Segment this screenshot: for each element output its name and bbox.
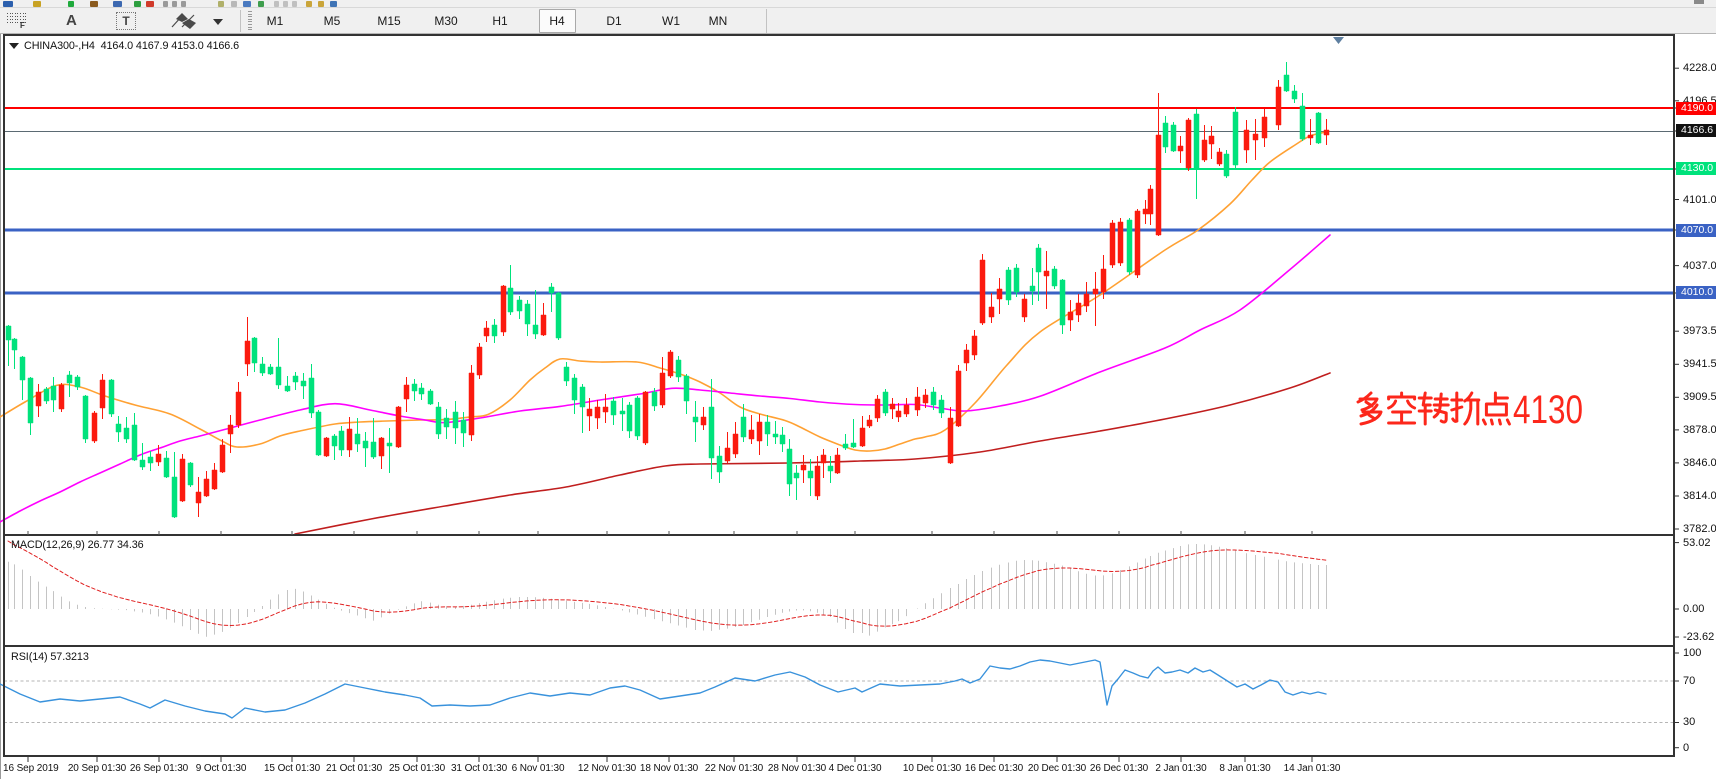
svg-text:4130: 4130: [1513, 388, 1583, 432]
